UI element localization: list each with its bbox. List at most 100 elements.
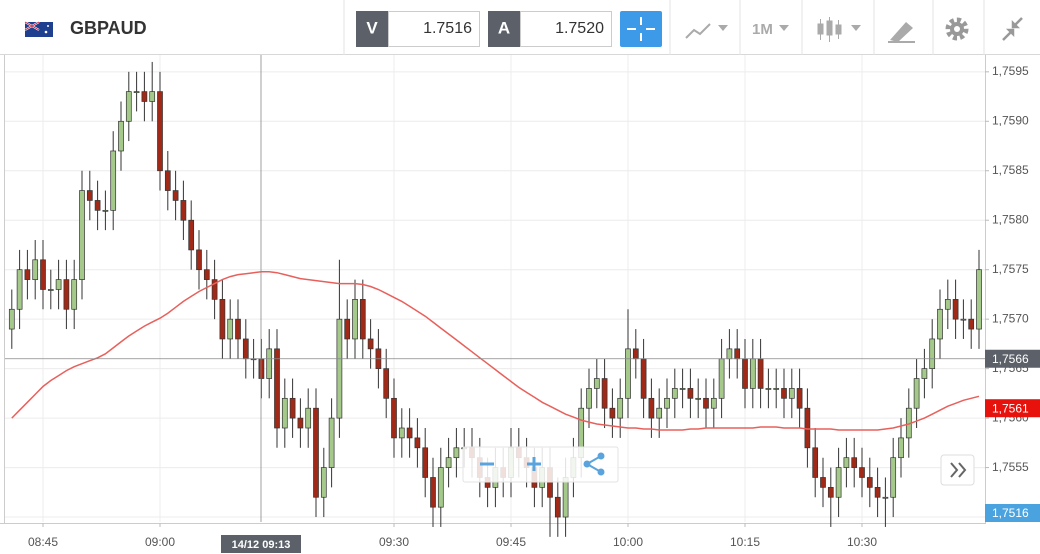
candle-body [913, 378, 920, 409]
toolbar: GBPAUD V 1.7516 A 1.7520 1M [0, 0, 1040, 55]
settings-button[interactable] [945, 17, 969, 41]
crosshair-button[interactable] [620, 11, 662, 47]
candle-body [8, 308, 15, 330]
candle-body [609, 407, 616, 419]
candle-body [796, 388, 803, 409]
candle-body [125, 91, 132, 122]
candle-body [406, 427, 413, 439]
candle-body [94, 200, 101, 211]
candle-body [24, 269, 31, 280]
candle-body [656, 407, 663, 419]
x-tick-label: 10:15 [730, 535, 760, 549]
price-tag-bg [985, 349, 1040, 368]
candle-body [859, 467, 865, 478]
candle-body [359, 299, 366, 340]
candle-body [937, 308, 943, 340]
candle-body [203, 269, 210, 280]
scroll-right-icon [950, 462, 967, 478]
candle-body [921, 368, 928, 379]
candle-body [843, 457, 850, 468]
bid-button[interactable] [356, 11, 388, 47]
candle-body [687, 388, 694, 399]
x-tick-label: 09:00 [145, 535, 175, 549]
x-tick-label: 10:30 [847, 535, 877, 549]
symbol: GBPAUD [70, 18, 147, 38]
candle-body [352, 299, 358, 340]
ask-price: 1.7520 [555, 20, 604, 37]
flag [24, 21, 53, 37]
price-tag: 1,7516 [992, 506, 1029, 520]
candle-body [632, 348, 639, 360]
candle-body [898, 437, 904, 459]
candle-body [47, 289, 54, 291]
candle-body [313, 407, 319, 498]
draw-button[interactable] [888, 22, 915, 43]
candle-body [703, 397, 709, 409]
candle-body [617, 397, 624, 419]
candle-body [952, 299, 959, 320]
candle-body [219, 299, 226, 340]
candle-body [671, 388, 678, 399]
candle-body [968, 318, 975, 330]
candle-body [718, 358, 725, 399]
candle-body [929, 338, 936, 369]
y-tick-label: 1,7595 [992, 64, 1029, 78]
candle-body [172, 190, 179, 201]
candle-body [960, 318, 967, 321]
candle-body [453, 447, 460, 459]
candle-body [16, 269, 23, 310]
ask-button[interactable] [488, 11, 520, 47]
crosshair-icon [627, 17, 655, 41]
x-tick-label: 09:30 [379, 535, 409, 549]
candle-body [102, 209, 109, 212]
x-tick-label: 08:45 [28, 535, 58, 549]
y-tick-label: 1,7575 [992, 262, 1029, 276]
candle-body [820, 477, 826, 488]
candle-body [812, 447, 819, 478]
candle-body [445, 457, 452, 468]
candle-body [110, 150, 117, 211]
candle-body [851, 457, 858, 468]
candle-body [383, 368, 390, 399]
candle-body [726, 348, 733, 360]
collapse-button[interactable] [1002, 17, 1023, 41]
candle-body [601, 378, 608, 409]
candle-body [866, 477, 873, 488]
candle-body [211, 279, 218, 300]
x-tick-label: 09:45 [496, 535, 526, 549]
candle-body [274, 348, 280, 429]
candle-body [55, 279, 62, 290]
moving-average [11, 270, 980, 431]
candle-body [336, 318, 343, 419]
candle-body [281, 397, 288, 429]
candle-body [141, 91, 148, 102]
candle-body [734, 348, 741, 360]
candle-body [63, 279, 70, 310]
candle-body [757, 358, 764, 389]
candle-body [640, 358, 647, 399]
candle-body [164, 170, 171, 191]
candle-body [79, 190, 85, 280]
timeframe[interactable]: 1M [752, 21, 773, 38]
candle-body [586, 388, 592, 409]
candle-body [882, 496, 889, 499]
price-tag: 1,7566 [992, 352, 1029, 366]
y-tick-label: 1,7585 [992, 163, 1029, 177]
candle-style-button[interactable] [817, 17, 861, 42]
x-tick-label: 10:00 [613, 535, 643, 549]
candle-body [944, 299, 951, 310]
candle-body [804, 407, 811, 449]
candle-body [32, 259, 39, 280]
candle-body [40, 259, 46, 290]
chart-type-button[interactable] [685, 23, 728, 39]
candle-body [430, 477, 436, 508]
candle-body [422, 447, 429, 478]
candle-body [976, 269, 982, 330]
candle-body [328, 417, 335, 468]
candle-body [118, 120, 124, 152]
candle-body [625, 348, 631, 399]
candle-body [289, 397, 296, 419]
candle-body [71, 279, 78, 310]
candle-body [593, 378, 600, 389]
